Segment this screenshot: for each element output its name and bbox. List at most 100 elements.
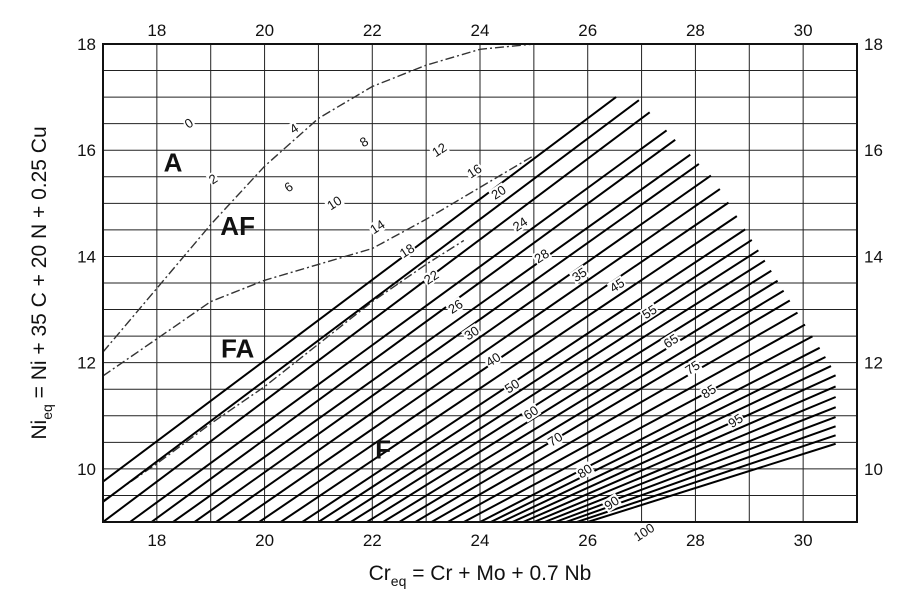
iso-ferrite-line — [334, 249, 759, 522]
contour-label-bg — [286, 120, 302, 137]
contour-label: 28 — [532, 246, 552, 266]
contour-label: 65 — [661, 331, 681, 351]
contour-label: 40 — [483, 349, 503, 369]
contour-label: 18 — [397, 240, 417, 260]
x-tick-label-bottom: 30 — [794, 531, 813, 550]
iso-ferrite-line — [237, 188, 721, 522]
region-label: FA — [221, 333, 254, 363]
contour-label-bg — [574, 461, 596, 482]
y-tick-label-left: 10 — [77, 460, 96, 479]
contour-label: 100 — [631, 520, 657, 544]
iso-ferrite-line — [576, 434, 836, 522]
y-tick-label-right: 16 — [864, 141, 883, 160]
iso-ferrite-line — [490, 356, 826, 522]
iso-ferrite-line — [366, 269, 772, 522]
x-tick-label-top: 28 — [686, 21, 705, 40]
x-tick-label-top: 24 — [471, 21, 490, 40]
contour-label-bg — [461, 323, 483, 343]
phase-boundary-line — [103, 154, 535, 377]
y-tick-label-left: 16 — [77, 141, 96, 160]
contour-label: 70 — [545, 429, 565, 449]
contour-label-bg — [698, 381, 720, 402]
contour-label: 90 — [602, 493, 622, 513]
contour-label-bg — [520, 402, 542, 423]
contour-label-bg — [601, 493, 623, 513]
contour-label: 24 — [510, 214, 530, 234]
contour-label-bg — [396, 240, 418, 261]
contour-label-bg — [682, 357, 703, 378]
phase-boundaries — [103, 44, 535, 502]
contour-label: 85 — [698, 381, 718, 401]
contour-label: 75 — [682, 357, 702, 377]
y-tick-label-right: 18 — [864, 35, 883, 54]
x-tick-label-bottom: 20 — [255, 531, 274, 550]
iso-ferrite-line — [501, 365, 832, 522]
contour-label-bg — [568, 264, 590, 285]
contour-label-bg — [463, 161, 485, 181]
contour-label-bg — [725, 410, 746, 431]
x-tick-label-bottom: 24 — [471, 531, 490, 550]
contour-label-bg — [544, 429, 566, 450]
y-tick-label-left: 18 — [77, 35, 96, 54]
iso-ferrite-line — [414, 299, 791, 522]
iso-ferrite-line — [522, 385, 837, 522]
contour-label-bg — [482, 349, 504, 370]
iso-ferrite-line — [129, 129, 668, 522]
y-axis-title: Nieq = Ni + 35 C + 20 N + 0.25 Cu — [28, 126, 55, 439]
y-tick-label-right: 10 — [864, 460, 883, 479]
contour-label: 95 — [725, 410, 745, 430]
y-tick-label-right: 14 — [864, 247, 883, 266]
phase-boundary-line — [103, 239, 465, 502]
y-tick-label-left: 14 — [77, 247, 96, 266]
x-axis-title: Creq = Cr + Mo + 0.7 Nb — [369, 562, 592, 589]
iso-ferrite-line — [150, 139, 676, 522]
region-label: F — [375, 434, 391, 464]
iso-ferrite-line — [544, 406, 837, 522]
iso-ferrite-line — [555, 416, 836, 522]
iso-ferrite-line — [301, 228, 746, 522]
contour-label: 50 — [502, 376, 522, 396]
contour-label: 26 — [445, 296, 465, 316]
contour-label: 12 — [429, 140, 449, 160]
contour-label-bg — [323, 192, 345, 213]
contour-label-bg — [638, 301, 660, 322]
region-label: A — [164, 147, 183, 177]
contour-label: 35 — [569, 264, 589, 284]
y-tick-label-right: 12 — [864, 354, 883, 373]
contour-label: 80 — [575, 461, 595, 481]
x-tick-label-bottom: 26 — [578, 531, 597, 550]
contour-label-bg — [488, 182, 510, 203]
contour-label-bg — [281, 179, 296, 195]
iso-ferrite-line — [511, 374, 837, 522]
contour-label-bg — [420, 267, 442, 288]
contour-label-bg — [356, 133, 372, 150]
x-tick-label-bottom: 22 — [363, 531, 382, 550]
iso-ferrite-line — [479, 346, 821, 522]
iso-ferrite-line — [398, 289, 785, 522]
contour-label-bg — [531, 246, 553, 266]
contour-label-bg — [606, 275, 628, 296]
contour-label: 55 — [639, 302, 659, 322]
x-tick-label-top: 20 — [255, 21, 274, 40]
x-tick-label-top: 22 — [363, 21, 382, 40]
iso-ferrite-line — [103, 111, 651, 522]
contour-label-bg — [660, 331, 682, 351]
iso-ferrite-line — [350, 259, 766, 522]
contour-labels: 0246810121416182022242628303540455055606… — [181, 115, 746, 544]
contour-label-bg — [428, 139, 450, 160]
region-label: AF — [220, 211, 255, 241]
x-tick-label-top: 30 — [794, 21, 813, 40]
iso-ferrite-line — [193, 163, 700, 522]
contour-label-bg — [630, 520, 658, 545]
iso-ferrite-line — [587, 442, 836, 522]
iso-ferrite-line — [103, 96, 617, 483]
contour-label-bg — [366, 216, 388, 237]
iso-ferrite-line — [382, 279, 779, 522]
x-tick-label-top: 18 — [147, 21, 166, 40]
x-tick-label-bottom: 28 — [686, 531, 705, 550]
contour-label: 16 — [464, 161, 484, 181]
iso-ferrite-line — [533, 396, 837, 522]
iso-ferrite-line — [431, 311, 798, 522]
